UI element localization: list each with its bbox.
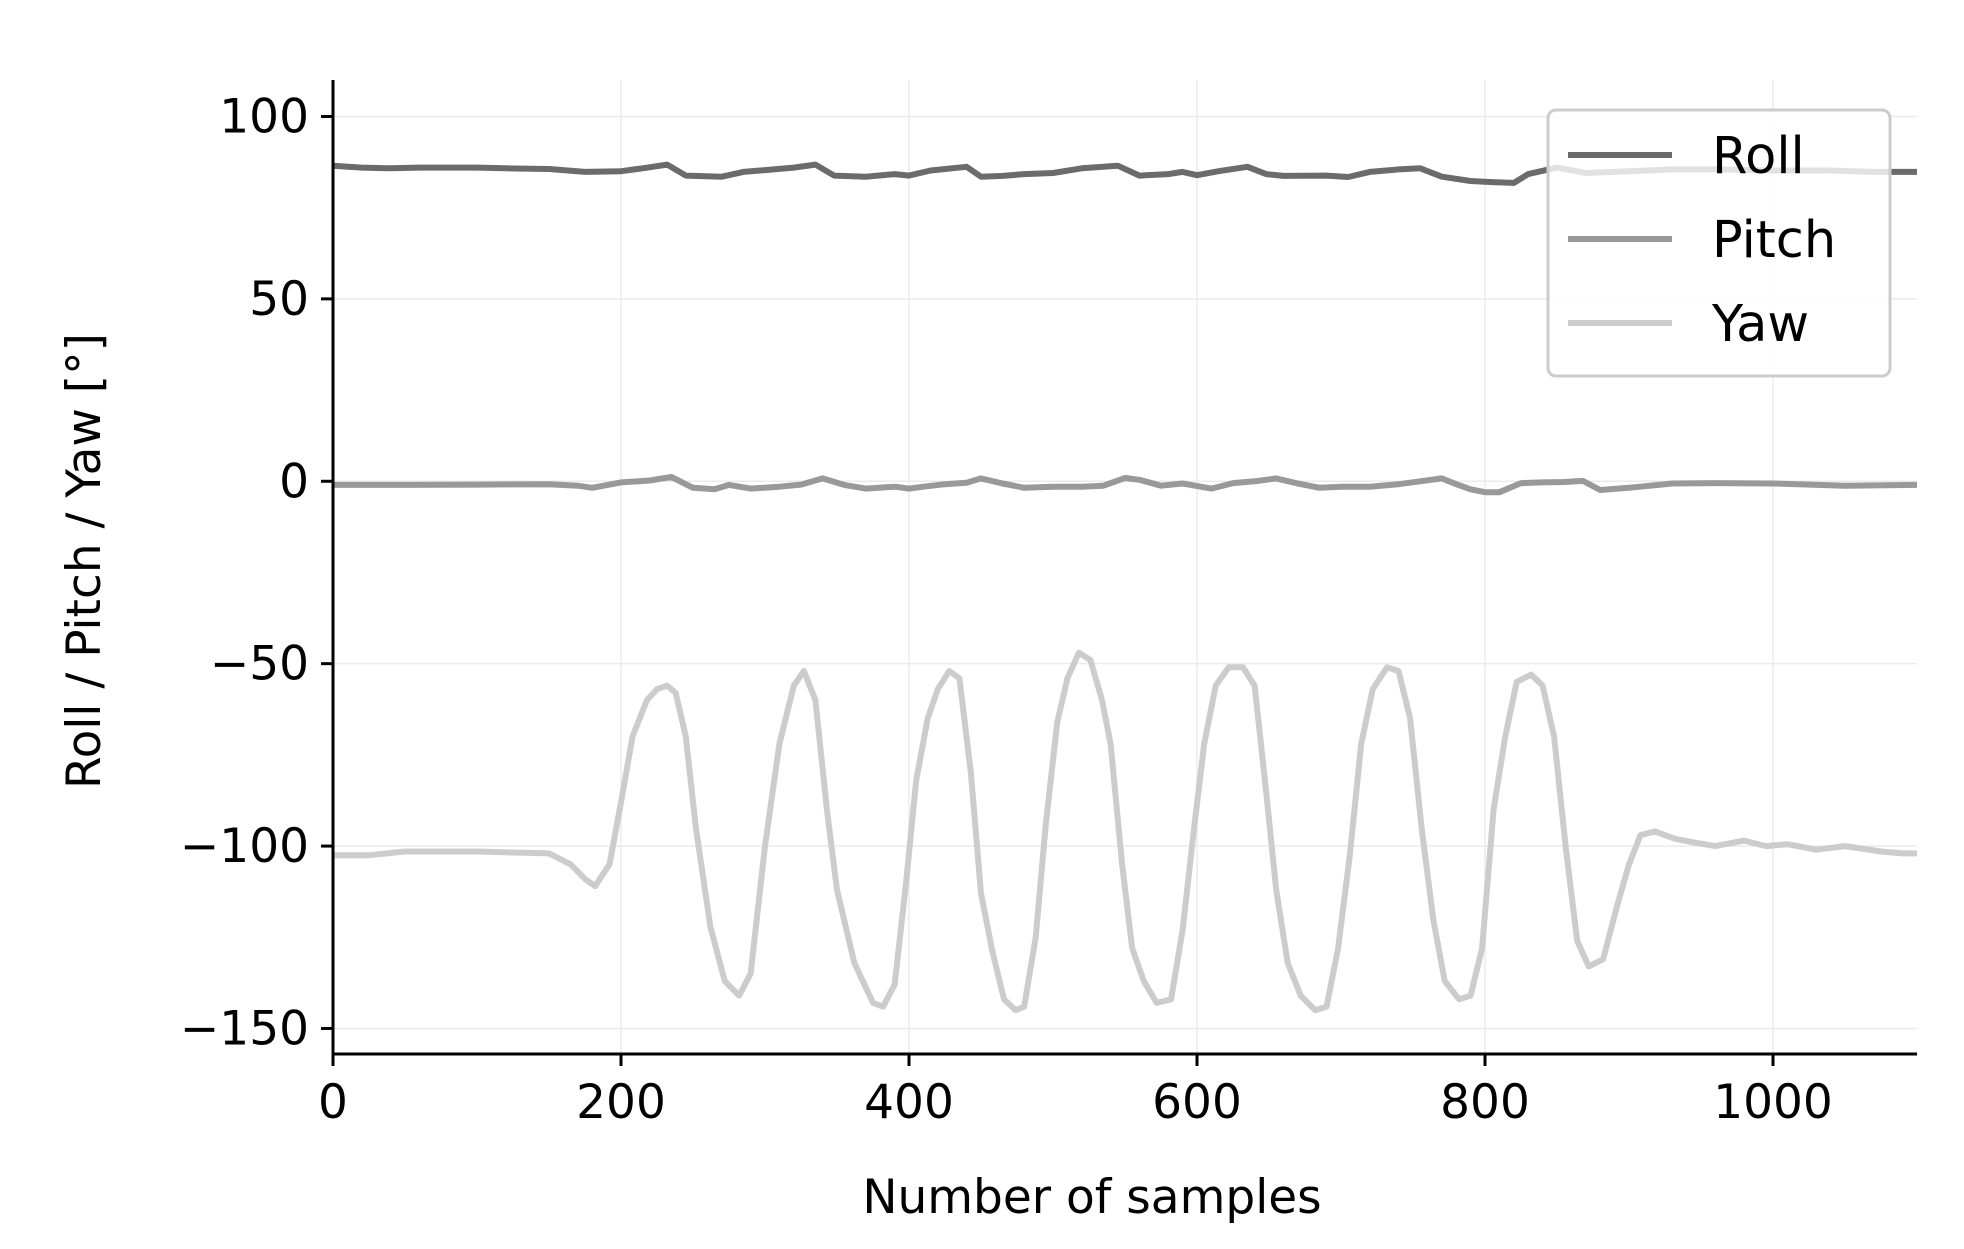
y-tick-label: 100 [219,89,309,144]
x-axis-label: Number of samples [862,1170,1321,1225]
legend-label-yaw: Yaw [1711,295,1809,354]
y-tick-label: −100 [180,819,309,874]
series-line-pitch [333,473,1918,496]
legend-label-pitch: Pitch [1712,211,1836,270]
series-lines [332,161,1918,1014]
legend-entries: Roll Pitch Yaw [1568,127,1836,354]
y-tick-label: 0 [279,454,309,509]
x-tick-label: 400 [864,1075,954,1130]
series-line-yaw [333,649,1917,1014]
y-axis-label: Roll / Pitch / Yaw [°] [57,333,112,789]
legend-label-roll: Roll [1712,127,1805,186]
y-tick-label: 50 [249,272,309,327]
x-ticks: 0 200 400 600 800 1000 [318,1054,1833,1130]
x-tick-label: 800 [1440,1075,1530,1130]
legend-box [1546,108,1892,378]
x-tick-label: 200 [576,1075,666,1130]
axes [331,80,1917,1056]
y-tick-label: −50 [210,637,309,692]
y-ticks: 100 50 0 −50 −100 −150 [180,89,333,1056]
series-line-roll [332,161,1917,186]
x-tick-label: 0 [318,1075,348,1130]
x-tick-label: 1000 [1713,1075,1833,1130]
x-tick-label: 600 [1152,1075,1242,1130]
y-tick-label: −150 [180,1001,309,1056]
legend: Roll Pitch Yaw [1546,108,1892,378]
